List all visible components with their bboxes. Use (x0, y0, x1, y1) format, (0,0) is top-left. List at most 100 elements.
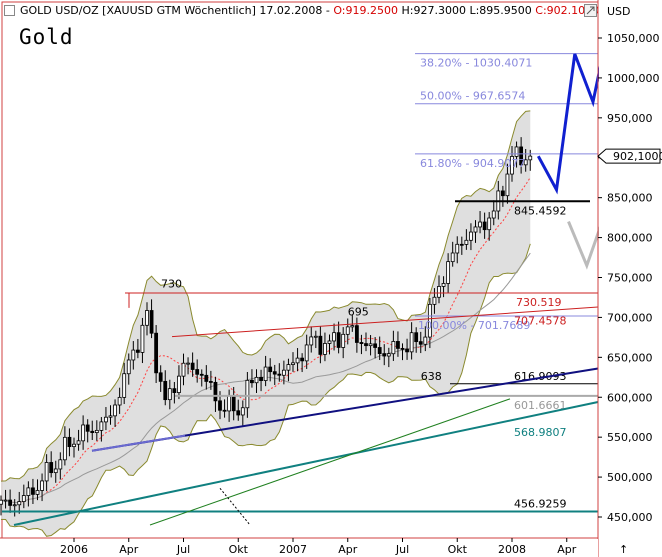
y-tick-label: 600,000 (607, 391, 653, 404)
candle-body (295, 357, 300, 364)
candle-body (3, 499, 8, 502)
candle-body (300, 357, 305, 362)
candle-body (213, 381, 218, 402)
candle-body (482, 221, 487, 231)
price-candle (455, 236, 460, 264)
candle-body (464, 239, 469, 245)
level-label: 601.6661 (514, 399, 567, 412)
forecast-grey-path (567, 213, 607, 270)
chart-title: Gold (19, 25, 74, 49)
candle-body (35, 490, 40, 495)
price-candle (523, 148, 528, 172)
y-tick-label: 650,000 (607, 351, 653, 364)
candle-body (281, 369, 286, 376)
candle-body (373, 343, 378, 348)
y-tick-label: 700,000 (607, 311, 653, 324)
price-candle (286, 358, 291, 382)
y-tick-label: 950,000 (607, 112, 653, 125)
price-candle (386, 347, 391, 368)
y-tick-label: 450,000 (607, 511, 653, 524)
x-tick-label: 2008 (498, 543, 526, 556)
candle-body (272, 371, 277, 375)
candle-body (145, 310, 149, 326)
price-candle (491, 200, 496, 226)
price-candle (291, 352, 295, 372)
price-candle (131, 341, 136, 370)
candle-body (204, 374, 209, 382)
header-square-icon[interactable] (4, 5, 15, 16)
candle-body (122, 373, 127, 398)
candle-body (58, 459, 63, 470)
candle-body (459, 243, 464, 246)
candle-body (108, 415, 113, 418)
candle-body (441, 283, 446, 287)
bollinger-upper-line (0, 110, 531, 482)
price-candle (94, 420, 99, 441)
price-candle (181, 353, 186, 386)
price-candle (309, 326, 314, 353)
candle-body (21, 495, 26, 502)
candle-body (455, 243, 460, 254)
price-candle (313, 330, 318, 349)
price-candle (478, 211, 482, 234)
price-candle (268, 358, 273, 382)
candle-body (76, 440, 81, 445)
candle-body (104, 416, 108, 423)
navy-support-segment (91, 434, 186, 452)
price-candle (90, 420, 95, 441)
price-candle (208, 370, 213, 390)
candle-body (12, 504, 17, 507)
candle-body (514, 146, 519, 157)
price-candle (350, 314, 355, 332)
header-close: C:902.1000 (535, 4, 600, 17)
candle-body (487, 217, 492, 231)
price-candle (12, 499, 17, 517)
price-candle (72, 437, 76, 458)
x-tick-label: Jul (395, 543, 409, 556)
price-candle (359, 334, 364, 355)
price-candle (122, 362, 127, 405)
candle-body (345, 326, 350, 335)
candle-body (377, 347, 382, 354)
price-candle (277, 363, 282, 382)
up-arrow-icon: ↑ (619, 543, 628, 556)
y-tick-label: 1000,000 (607, 72, 660, 85)
candle-body (62, 436, 67, 461)
candle-body (336, 332, 341, 348)
axis-unit-label: USD (607, 5, 631, 18)
price-candle (44, 454, 49, 492)
price-candle (172, 381, 177, 404)
price-candle (364, 332, 368, 352)
candle-body (67, 436, 72, 448)
price-candle (3, 489, 8, 509)
price-candle (35, 479, 40, 501)
candle-body (99, 421, 104, 431)
price-candle (58, 452, 63, 480)
price-candle (67, 428, 72, 457)
candle-body (40, 480, 44, 491)
candle-body (368, 343, 373, 347)
level-label: 50.00% - 967.6574 (420, 90, 525, 103)
price-candle (487, 212, 492, 241)
candle-body (364, 343, 368, 347)
candle-body (354, 325, 359, 343)
price-candle (99, 417, 104, 442)
candle-body (85, 424, 90, 432)
candle-body (519, 146, 524, 166)
candle-body (177, 375, 181, 393)
price-candle (222, 399, 227, 418)
price-candle (195, 359, 200, 383)
price-candle (26, 481, 31, 507)
header-open: O:919.2500 (333, 4, 398, 17)
level-label: 845.4592 (514, 204, 567, 217)
candle-body (400, 348, 405, 350)
price-candle (373, 337, 378, 359)
candle-body (236, 410, 241, 416)
candle-body (163, 380, 168, 401)
candle-body (26, 487, 31, 496)
price-candle (391, 330, 396, 361)
price-candle (17, 491, 22, 514)
scroll-arrow-icon[interactable] (584, 4, 597, 17)
